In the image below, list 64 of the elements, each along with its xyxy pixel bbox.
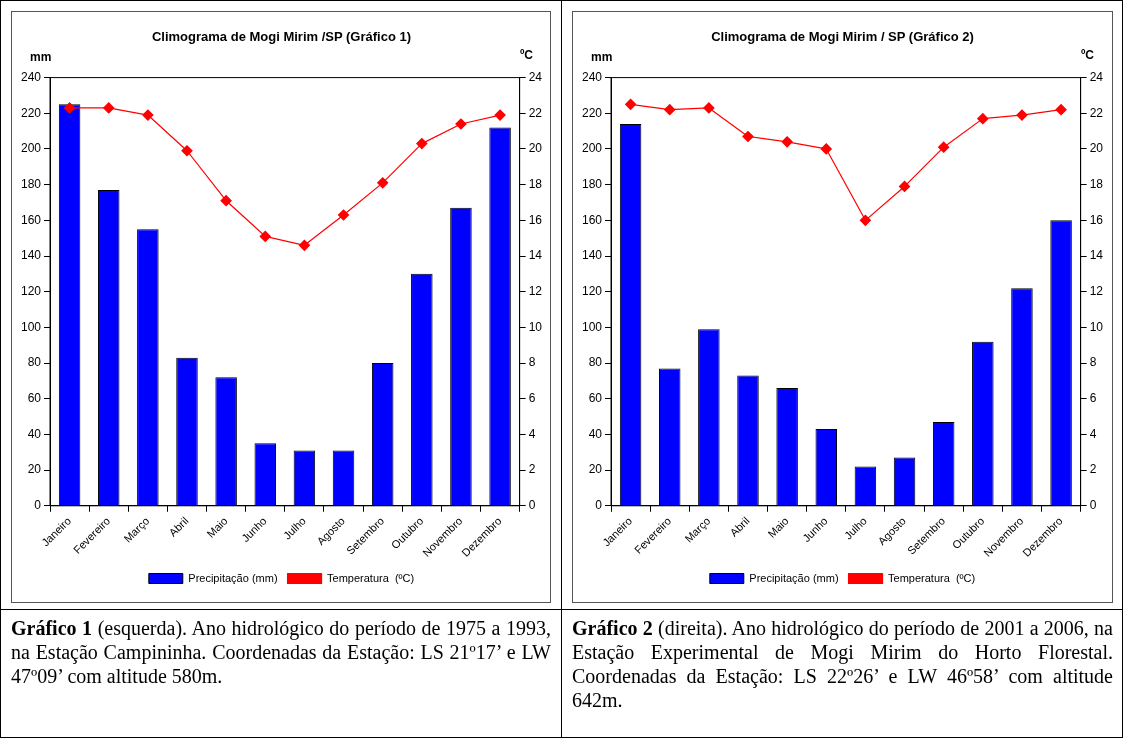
y2-tick-label: 14 xyxy=(1089,248,1104,263)
y2-tick-label: 16 xyxy=(528,212,543,227)
chart-title: Climograma de Mogi Mirim / SP (Gráfico 2) xyxy=(711,29,974,45)
y2-axis-title: ºC xyxy=(1080,47,1095,62)
y2-tick-label: 22 xyxy=(1089,105,1104,120)
y-tick-label: 180 xyxy=(581,176,603,191)
y-tick-label: 220 xyxy=(581,105,603,120)
y-tick-label: 0 xyxy=(595,498,603,513)
y-tick-label: 40 xyxy=(588,426,603,441)
legend-label: Temperatura (ºC) xyxy=(327,571,415,584)
y2-axis-title: ºC xyxy=(519,47,534,62)
y-tick-label: 240 xyxy=(581,69,603,84)
chart-title: Climograma de Mogi Mirim /SP (Gráfico 1) xyxy=(151,29,412,45)
y-tick-label: 20 xyxy=(588,462,603,477)
y-tick-label: 140 xyxy=(581,248,603,263)
y2-tick-label: 20 xyxy=(528,141,543,156)
y2-tick-label: 8 xyxy=(528,355,536,370)
legend-label: Precipitação (mm) xyxy=(188,571,278,584)
y2-tick-label: 0 xyxy=(1089,498,1097,513)
y2-tick-label: 10 xyxy=(528,319,543,334)
y-tick-label: 80 xyxy=(588,355,603,370)
y2-tick-label: 18 xyxy=(1089,176,1104,191)
y-tick-label: 200 xyxy=(20,141,42,156)
y2-tick-label: 12 xyxy=(1089,284,1104,299)
y-tick-label: 60 xyxy=(27,391,42,406)
y-tick-label: 20 xyxy=(27,462,42,477)
y-tick-label: 60 xyxy=(588,391,603,406)
y-axis-title: mm xyxy=(30,49,52,64)
text: Gráfico 1 (esquerda). Ano hidrológico do período de 1975 a 1993, na Estação Campininha. Coordenadas da Estação: LS 21º17’ e LW 47º09’ com altitude 580m. xyxy=(11,617,551,687)
y-tick-label: 160 xyxy=(20,212,42,227)
y2-tick-label: 6 xyxy=(1089,391,1097,406)
y2-tick-label: 20 xyxy=(1089,141,1104,156)
legend-label: Precipitação (mm) xyxy=(749,571,839,584)
y2-tick-label: 12 xyxy=(528,284,543,299)
y-tick-label: 100 xyxy=(20,319,42,334)
y2-tick-label: 24 xyxy=(528,69,543,84)
y2-tick-label: 0 xyxy=(528,498,536,513)
y-tick-label: 180 xyxy=(20,176,42,191)
y2-tick-label: 14 xyxy=(528,248,543,263)
y2-tick-label: 16 xyxy=(1089,212,1104,227)
y2-tick-label: 4 xyxy=(1089,426,1097,441)
y-axis-title: mm xyxy=(591,49,613,64)
y-tick-label: 160 xyxy=(581,212,603,227)
y-tick-label: 120 xyxy=(20,284,42,299)
y-tick-label: 140 xyxy=(20,248,42,263)
legend-label: Temperatura (ºC) xyxy=(888,571,976,584)
y2-tick-label: 8 xyxy=(1089,355,1097,370)
y-tick-label: 120 xyxy=(581,284,603,299)
y2-tick-label: 2 xyxy=(1089,462,1097,477)
y-tick-label: 240 xyxy=(20,69,42,84)
y2-tick-label: 4 xyxy=(528,426,536,441)
y2-tick-label: 22 xyxy=(528,105,543,120)
y-tick-label: 100 xyxy=(581,319,603,334)
y-tick-label: 200 xyxy=(581,141,603,156)
y2-tick-label: 6 xyxy=(528,391,536,406)
text: Gráfico 2 (direita). Ano hidrológico do período de 2001 a 2006, na Estação Experimental de Mogi Mirim do Horto Florestal. Coordenadas da Estação: LS 22º26’ e LW 46º58’ com altitude 642m. xyxy=(572,617,1113,711)
y-tick-label: 80 xyxy=(27,355,42,370)
y2-tick-label: 10 xyxy=(1089,319,1104,334)
y-tick-label: 40 xyxy=(27,426,42,441)
y2-tick-label: 24 xyxy=(1089,69,1104,84)
y-tick-label: 220 xyxy=(20,105,42,120)
y2-tick-label: 2 xyxy=(528,462,536,477)
y-tick-label: 0 xyxy=(34,498,42,513)
y2-tick-label: 18 xyxy=(528,176,543,191)
